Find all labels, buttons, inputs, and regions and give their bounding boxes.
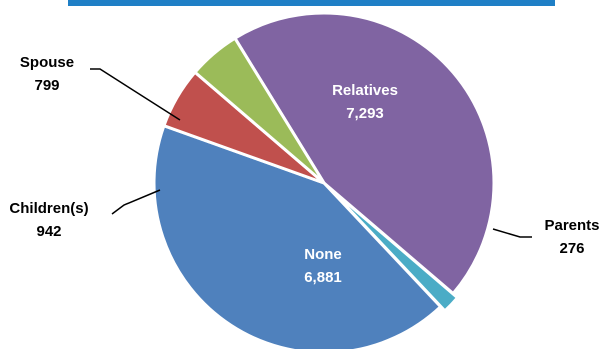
slice-label-spouse: Spouse bbox=[20, 54, 74, 71]
top-bar bbox=[68, 0, 555, 6]
slice-value-children-s: 942 bbox=[36, 223, 61, 240]
pie-slices bbox=[154, 13, 494, 349]
leader-line-spouse bbox=[90, 69, 180, 120]
slice-value-relatives: 7,293 bbox=[346, 105, 384, 122]
leader-line-parents bbox=[493, 229, 532, 237]
slice-label-relatives: Relatives bbox=[332, 82, 398, 99]
slice-value-none: 6,881 bbox=[304, 269, 342, 286]
slice-label-children-s: Children(s) bbox=[9, 200, 88, 217]
slice-value-spouse: 799 bbox=[34, 77, 59, 94]
slice-label-parents: Parents bbox=[544, 217, 599, 234]
slice-value-parents: 276 bbox=[559, 240, 584, 257]
slice-label-none: None bbox=[304, 246, 342, 263]
leader-line-children-s bbox=[112, 190, 160, 214]
